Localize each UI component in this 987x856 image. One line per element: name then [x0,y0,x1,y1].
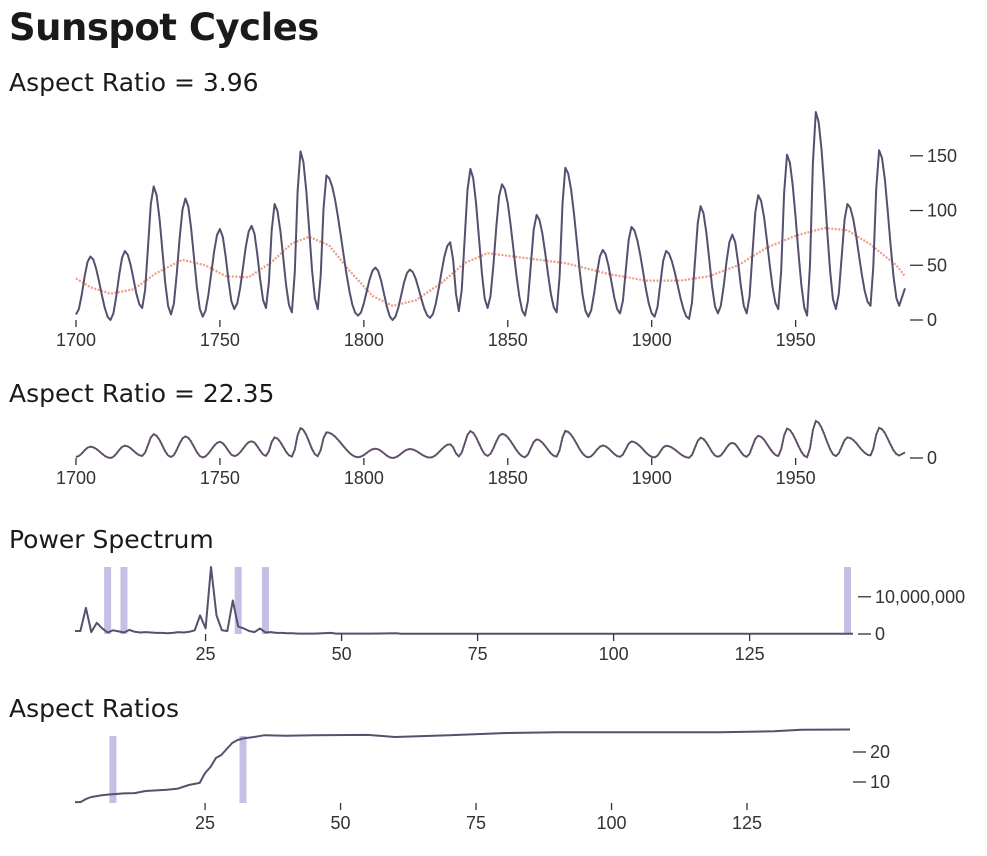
chart-title-power-spectrum: Power Spectrum [9,525,214,554]
c0-ytick-label: 100 [927,201,957,221]
chart-aspect-2235: 1700 1750 1800 1850 1900 1950 0 [56,419,937,488]
c1-xtick-label: 1900 [632,468,672,488]
c1-xtick-label: 1850 [488,468,528,488]
c0-xtick-label: 1750 [200,330,240,350]
c0-ytick-label: 50 [927,255,947,275]
c3-xtick-label: 125 [732,813,762,833]
c1-ytick-label: 0 [927,448,937,468]
c1-xtick-label: 1750 [200,468,240,488]
c3-ytick-label: 20 [870,742,890,762]
chart-title-aspect-2235: Aspect Ratio = 22.35 [9,379,275,408]
c2-ytick-label: 10,000,000 [875,587,965,607]
highlight-band [234,567,242,634]
c0-ytick-label: 150 [927,146,957,166]
c1-xtick-label: 1800 [344,468,384,488]
sunspot-series-line [75,420,906,459]
sunspot-series-line [75,111,906,321]
c2-xtick-label: 75 [468,644,488,664]
c3-ytick-label: 10 [870,772,890,792]
aspect-ratio-line [75,728,851,804]
c1-xtick-label: 1950 [776,468,816,488]
highlight-band [104,567,112,634]
c0-xtick-label: 1850 [488,330,528,350]
c1-xtick-label: 1700 [56,468,96,488]
c0-xtick-label: 1950 [776,330,816,350]
c0-xtick-label: 1900 [632,330,672,350]
c3-xtick-label: 100 [597,813,627,833]
c2-xtick-label: 50 [332,644,352,664]
highlight-band [239,736,247,803]
c0-ytick-label: 0 [927,310,937,330]
power-spectrum-line [75,566,853,635]
highlight-band [120,567,128,634]
chart-title-aspect-396: Aspect Ratio = 3.96 [9,68,259,97]
page-title: Sunspot Cycles [9,6,319,49]
chart-power-spectrum: 25 50 75 100 125 0 10,000,000 [75,566,965,664]
highlight-band [844,567,852,634]
c2-xtick-label: 100 [599,644,629,664]
chart-aspect-396: 1700 1750 1800 1850 1900 1950 0 50 100 150 [56,111,957,350]
c2-ytick-label: 0 [875,624,885,644]
chart-title-aspect-ratios: Aspect Ratios [9,694,180,723]
c2-xtick-label: 25 [196,644,216,664]
c0-xtick-label: 1700 [56,330,96,350]
highlight-band [109,736,117,803]
chart-aspect-ratios: 25 50 75 100 125 10 20 [75,728,890,833]
c3-xtick-label: 25 [195,813,215,833]
c3-xtick-label: 50 [331,813,351,833]
c2-xtick-label: 125 [735,644,765,664]
highlight-band [261,567,269,634]
c3-xtick-label: 75 [466,813,486,833]
c0-xtick-label: 1800 [344,330,384,350]
